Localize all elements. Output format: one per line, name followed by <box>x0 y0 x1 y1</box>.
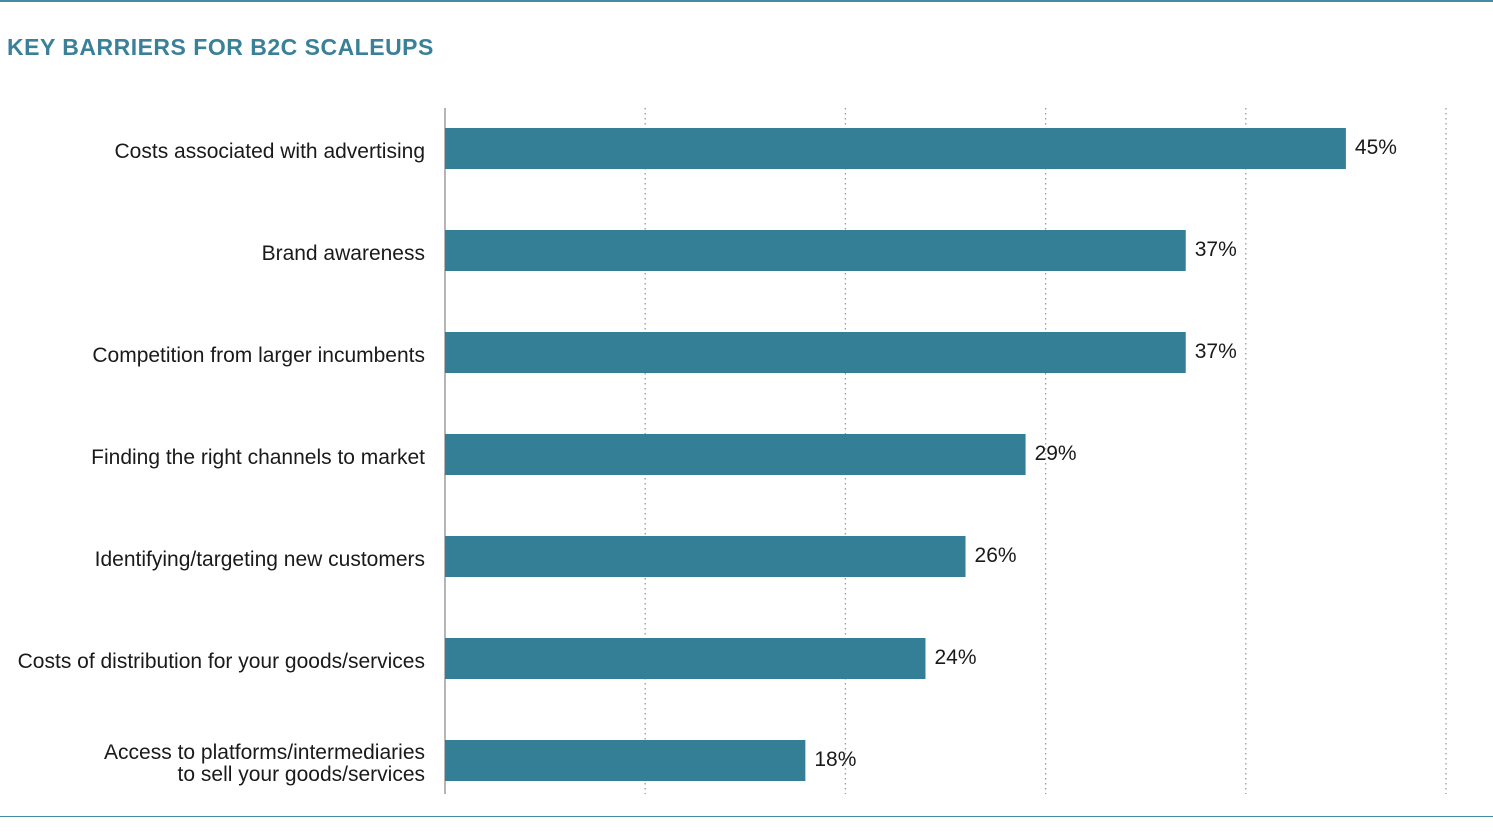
category-label: Access to platforms/intermediaries <box>104 741 425 764</box>
category-labels: Costs associated with advertising Brand a… <box>18 140 426 786</box>
value-label: 45% <box>1355 136 1397 159</box>
category-label: Brand awareness <box>262 242 425 265</box>
value-label: 37% <box>1195 340 1237 363</box>
value-label: 24% <box>934 646 976 669</box>
value-label: 29% <box>1035 442 1077 465</box>
value-labels: 45% 37% 37% 29% 26% 24% 18% <box>814 136 1397 771</box>
category-label: Competition from larger incumbents <box>92 344 425 367</box>
category-label: Identifying/targeting new customers <box>95 548 425 571</box>
bar <box>445 332 1186 373</box>
category-label: Finding the right channels to market <box>91 446 425 469</box>
category-label: Costs associated with advertising <box>115 140 425 163</box>
category-label: to sell your goods/services <box>178 763 425 786</box>
bar <box>445 128 1346 169</box>
top-rule <box>0 0 1493 2</box>
chart-title: KEY BARRIERS FOR B2C SCALEUPS <box>7 34 434 60</box>
bars <box>445 128 1346 781</box>
value-label: 26% <box>975 544 1017 567</box>
category-label: Costs of distribution for your goods/ser… <box>18 650 425 673</box>
value-label: 18% <box>814 748 856 771</box>
value-label: 37% <box>1195 238 1237 261</box>
bottom-rule <box>0 816 1493 817</box>
bar <box>445 434 1026 475</box>
bar <box>445 230 1186 271</box>
bar <box>445 536 966 577</box>
bar <box>445 638 926 679</box>
bar <box>445 740 806 781</box>
